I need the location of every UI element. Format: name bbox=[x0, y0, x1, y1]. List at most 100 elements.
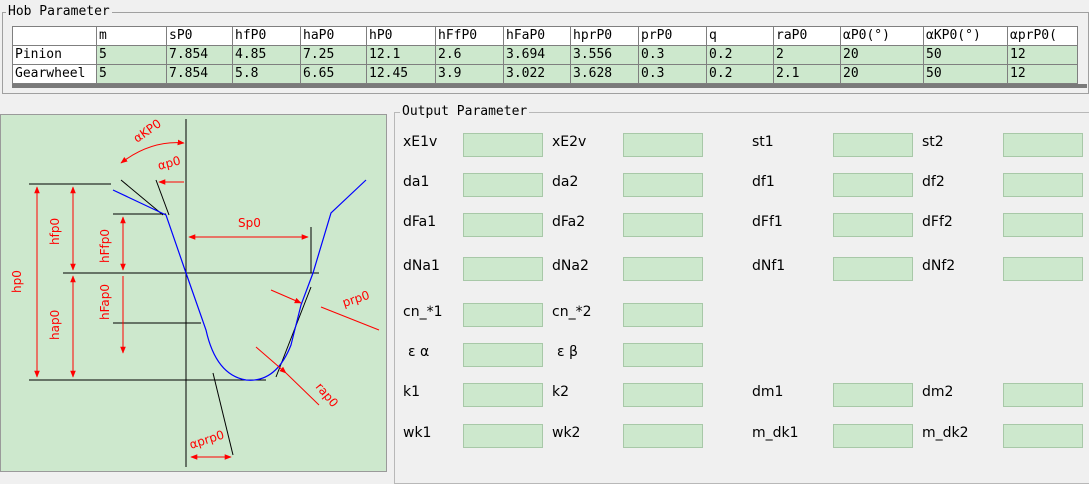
label-rap0: rap0 bbox=[313, 380, 341, 410]
column-header[interactable]: αP0(°) bbox=[840, 26, 924, 46]
da2-field[interactable] bbox=[623, 173, 703, 197]
column-header[interactable]: hFaP0 bbox=[503, 26, 571, 46]
label-dfa2: dFa2 bbox=[552, 214, 586, 230]
k1-field[interactable] bbox=[463, 383, 543, 407]
label-ap0: αp0 bbox=[156, 153, 182, 173]
horizontal-scrollbar[interactable] bbox=[12, 84, 1087, 88]
table-cell[interactable]: 0.3 bbox=[638, 64, 707, 84]
table-cell[interactable]: 12 bbox=[1007, 64, 1078, 84]
dnf1-field[interactable] bbox=[833, 257, 913, 281]
dff1-field[interactable] bbox=[833, 213, 913, 237]
table-cell[interactable]: 20 bbox=[840, 45, 924, 65]
table-cell[interactable]: 7.854 bbox=[166, 45, 233, 65]
label-da1: da1 bbox=[403, 174, 430, 190]
label-hfp0: hfp0 bbox=[48, 218, 62, 245]
label-epsilon-beta: ε β bbox=[557, 344, 578, 360]
column-header[interactable]: αKP0(°) bbox=[923, 26, 1008, 46]
label-wk1: wk1 bbox=[403, 425, 432, 441]
column-header[interactable]: hFfP0 bbox=[435, 26, 504, 46]
label-dm1: dm1 bbox=[752, 384, 784, 400]
m-dk2-field[interactable] bbox=[1003, 424, 1083, 448]
label-prp0: prp0 bbox=[341, 288, 372, 310]
table-cell[interactable]: 2.6 bbox=[435, 45, 504, 65]
table-cell[interactable]: 3.556 bbox=[570, 45, 639, 65]
cn1-field[interactable] bbox=[463, 303, 543, 327]
column-header[interactable]: haP0 bbox=[300, 26, 367, 46]
label-cn2: cn_*2 bbox=[552, 304, 592, 320]
hob-parameter-table[interactable]: m sP0 hfP0 haP0 hP0 hFfP0 hFaP0 hprP0 pr… bbox=[12, 26, 1078, 84]
dnf2-field[interactable] bbox=[1003, 257, 1083, 281]
m-dk1-field[interactable] bbox=[833, 424, 913, 448]
column-header[interactable]: sP0 bbox=[166, 26, 233, 46]
table-cell[interactable]: 0.3 bbox=[638, 45, 707, 65]
dna2-field[interactable] bbox=[623, 257, 703, 281]
st1-field[interactable] bbox=[833, 133, 913, 157]
dna1-field[interactable] bbox=[463, 257, 543, 281]
table-cell[interactable]: 3.628 bbox=[570, 64, 639, 84]
table-cell[interactable]: 50 bbox=[923, 45, 1008, 65]
hob-profile-drawing: αKP0 αp0 Sp0 hp0 hfp0 hFfp0 hFap0 hap0 p… bbox=[10, 116, 380, 467]
dff2-field[interactable] bbox=[1003, 213, 1083, 237]
table-cell[interactable]: 12 bbox=[1007, 45, 1078, 65]
epsilon-alpha-field[interactable] bbox=[463, 343, 543, 367]
table-cell[interactable]: 0.2 bbox=[706, 64, 774, 84]
df2-field[interactable] bbox=[1003, 173, 1083, 197]
table-cell[interactable]: 3.9 bbox=[435, 64, 504, 84]
table-cell[interactable]: 50 bbox=[923, 64, 1008, 84]
table-cell[interactable]: 6.65 bbox=[300, 64, 367, 84]
label-xe1v: xE1v bbox=[403, 134, 438, 150]
label-st1: st1 bbox=[752, 134, 774, 150]
label-df1: df1 bbox=[752, 174, 775, 190]
column-header[interactable]: m bbox=[96, 26, 167, 46]
table-cell[interactable]: 0.2 bbox=[706, 45, 774, 65]
label-dm2: dm2 bbox=[922, 384, 954, 400]
table-row: Gearwheel 5 7.854 5.8 6.65 12.45 3.9 3.0… bbox=[12, 64, 1078, 84]
table-cell[interactable]: 12.45 bbox=[366, 64, 436, 84]
label-dfa1: dFa1 bbox=[403, 214, 437, 230]
dm2-field[interactable] bbox=[1003, 383, 1083, 407]
label-st2: st2 bbox=[922, 134, 944, 150]
label-cn1: cn_*1 bbox=[403, 304, 443, 320]
table-cell[interactable]: 7.25 bbox=[300, 45, 367, 65]
label-aprp0: αprp0 bbox=[188, 428, 226, 452]
xe1v-field[interactable] bbox=[463, 133, 543, 157]
column-header[interactable]: prP0 bbox=[638, 26, 707, 46]
label-wk2: wk2 bbox=[552, 425, 581, 441]
column-header[interactable]: q bbox=[706, 26, 774, 46]
da1-field[interactable] bbox=[463, 173, 543, 197]
wk1-field[interactable] bbox=[463, 424, 543, 448]
row-label-pinion[interactable]: Pinion bbox=[12, 45, 97, 65]
df1-field[interactable] bbox=[833, 173, 913, 197]
epsilon-beta-field[interactable] bbox=[623, 343, 703, 367]
table-cell[interactable]: 4.85 bbox=[232, 45, 301, 65]
label-hffp0: hFfp0 bbox=[98, 229, 112, 263]
column-header[interactable]: raP0 bbox=[773, 26, 841, 46]
tooth-profile-line bbox=[112, 179, 367, 381]
label-dna2: dNa2 bbox=[552, 258, 589, 274]
column-header[interactable]: hprP0 bbox=[570, 26, 639, 46]
table-cell[interactable]: 12.1 bbox=[366, 45, 436, 65]
table-cell[interactable]: 7.854 bbox=[166, 64, 233, 84]
table-cell[interactable]: 5 bbox=[96, 64, 167, 84]
table-cell[interactable]: 2 bbox=[773, 45, 841, 65]
xe2v-field[interactable] bbox=[623, 133, 703, 157]
column-header[interactable]: hfP0 bbox=[232, 26, 301, 46]
table-cell[interactable]: 5 bbox=[96, 45, 167, 65]
label-dff2: dFf2 bbox=[922, 214, 953, 230]
table-cell[interactable]: 2.1 bbox=[773, 64, 841, 84]
dm1-field[interactable] bbox=[833, 383, 913, 407]
dfa2-field[interactable] bbox=[623, 213, 703, 237]
column-header[interactable]: hP0 bbox=[366, 26, 436, 46]
dfa1-field[interactable] bbox=[463, 213, 543, 237]
st2-field[interactable] bbox=[1003, 133, 1083, 157]
hob-profile-diagram: αKP0 αp0 Sp0 hp0 hfp0 hFfp0 hFap0 hap0 p… bbox=[0, 114, 387, 472]
column-header[interactable]: αprP0( bbox=[1007, 26, 1078, 46]
k2-field[interactable] bbox=[623, 383, 703, 407]
row-label-gearwheel[interactable]: Gearwheel bbox=[12, 64, 97, 84]
table-cell[interactable]: 5.8 bbox=[232, 64, 301, 84]
table-cell[interactable]: 3.022 bbox=[503, 64, 571, 84]
table-cell[interactable]: 3.694 bbox=[503, 45, 571, 65]
wk2-field[interactable] bbox=[623, 424, 703, 448]
cn2-field[interactable] bbox=[623, 303, 703, 327]
table-cell[interactable]: 20 bbox=[840, 64, 924, 84]
